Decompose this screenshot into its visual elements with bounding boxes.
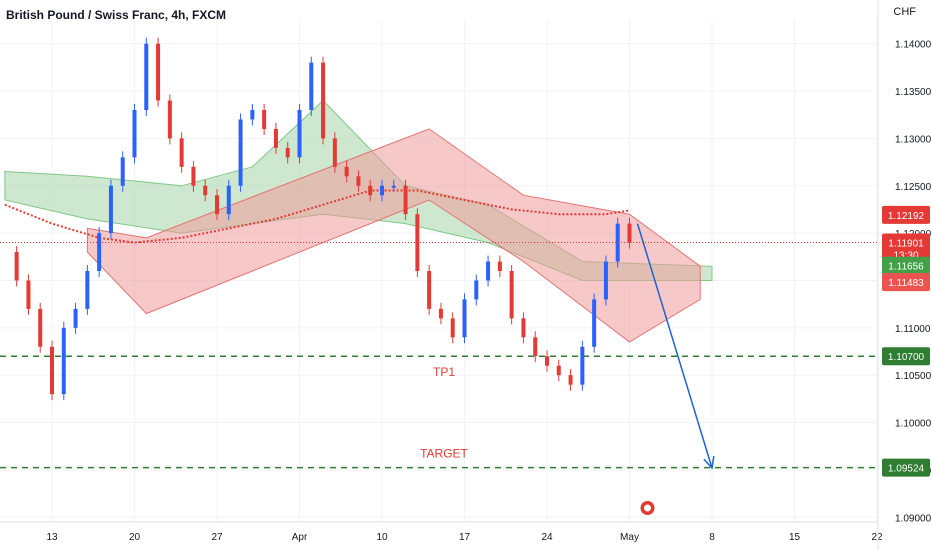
x-tick-label: Apr [292, 532, 308, 543]
candle-body [26, 280, 31, 309]
price-tag-label: 1.09524 [888, 464, 925, 475]
price-label-time: 13:30 [893, 250, 918, 261]
x-tick-label: 15 [789, 532, 801, 543]
candle-body [321, 62, 326, 139]
x-tick-label: 24 [541, 532, 553, 543]
candle-body [380, 185, 384, 196]
candle-body [215, 195, 219, 215]
candle-body [497, 261, 502, 271]
candle-body [179, 138, 184, 167]
candle-body [403, 185, 408, 215]
candle-body [97, 233, 102, 271]
price-label: 1.11656 [888, 262, 924, 273]
candle-body [132, 109, 137, 158]
candle-body [38, 308, 43, 347]
y-tick-label: 1.14000 [895, 40, 932, 51]
candle-body [368, 185, 373, 196]
candle-body [14, 252, 19, 281]
x-tick-label: 8 [709, 532, 715, 543]
candle-body [238, 119, 243, 186]
candle-body [332, 138, 337, 167]
candle-body [167, 100, 172, 139]
candle-body [533, 337, 538, 357]
candle-body [191, 166, 196, 186]
candle-body [521, 318, 526, 338]
candle-body [144, 43, 149, 110]
candle-body [545, 356, 549, 366]
price-label: 1.11901 [888, 238, 924, 249]
price-label: 1.11483 [888, 278, 924, 289]
y-tick-label: 1.09000 [895, 513, 932, 524]
candle-body [427, 271, 432, 309]
candle-body [250, 109, 255, 120]
candle-body [285, 147, 290, 158]
candle-body [73, 308, 78, 328]
y-tick-label: 1.13500 [895, 87, 932, 98]
candle-body [556, 365, 561, 376]
candle-body [509, 271, 514, 319]
candle-body [462, 299, 467, 338]
candle-body [108, 185, 113, 234]
x-tick-label: May [620, 532, 639, 543]
candle-body [627, 223, 632, 243]
y-tick-label: 1.10000 [895, 419, 932, 430]
candle-body [391, 185, 396, 188]
annotation-target: TARGET [420, 447, 468, 461]
candle-body [61, 327, 66, 395]
candle-body [273, 128, 278, 148]
candle-body [438, 308, 443, 319]
candle-body [226, 185, 231, 215]
event-marker-icon-inner [644, 504, 651, 512]
price-tag-bg [882, 458, 930, 477]
price-tag-bg [882, 347, 930, 366]
projection-arrow [636, 223, 713, 469]
x-tick-label: 27 [211, 532, 223, 543]
y-tick-label: 1.12500 [895, 182, 932, 193]
price-tag-label: 1.10700 [888, 352, 925, 363]
candle-body [356, 176, 361, 186]
candle-body [156, 43, 161, 101]
candle-body [450, 318, 455, 338]
y-tick-label: 1.10500 [895, 371, 932, 382]
candle-body [120, 157, 125, 186]
candle-body [592, 299, 597, 347]
candle-body [474, 280, 479, 300]
currency-label: CHF [893, 6, 916, 18]
candle-body [615, 223, 620, 262]
x-tick-label: 13 [46, 532, 58, 543]
candle-body [603, 261, 608, 300]
price-label-bg [882, 205, 930, 224]
candle-body [568, 375, 573, 385]
candle-body [486, 261, 491, 281]
annotation-tp1: TP1 [433, 365, 455, 379]
moving-average-line [4, 189, 630, 244]
chart-title: British Pound / Swiss Franc, 4h, FXCM [6, 8, 227, 22]
candle-body [297, 109, 302, 158]
x-tick-label: 20 [129, 532, 141, 543]
x-tick-label: 22 [871, 532, 883, 543]
price-label-bg [882, 256, 930, 275]
candle-body [580, 346, 585, 385]
ichimoku-cloud-bearish [86, 128, 701, 343]
projection-arrowhead [703, 456, 715, 470]
candle-body [262, 109, 267, 129]
candle-body [309, 62, 314, 110]
y-tick-label: 1.13000 [895, 134, 932, 145]
price-label-bg [882, 233, 930, 264]
price-label: 1.12192 [888, 211, 925, 222]
candle-body [50, 346, 54, 395]
y-tick-label: 1.11000 [895, 324, 931, 335]
price-label-bg [882, 273, 930, 292]
candle-body [203, 185, 208, 196]
candle-body [85, 271, 90, 309]
candle-body [344, 166, 349, 177]
x-tick-label: 17 [459, 532, 471, 543]
x-tick-label: 10 [376, 532, 388, 543]
